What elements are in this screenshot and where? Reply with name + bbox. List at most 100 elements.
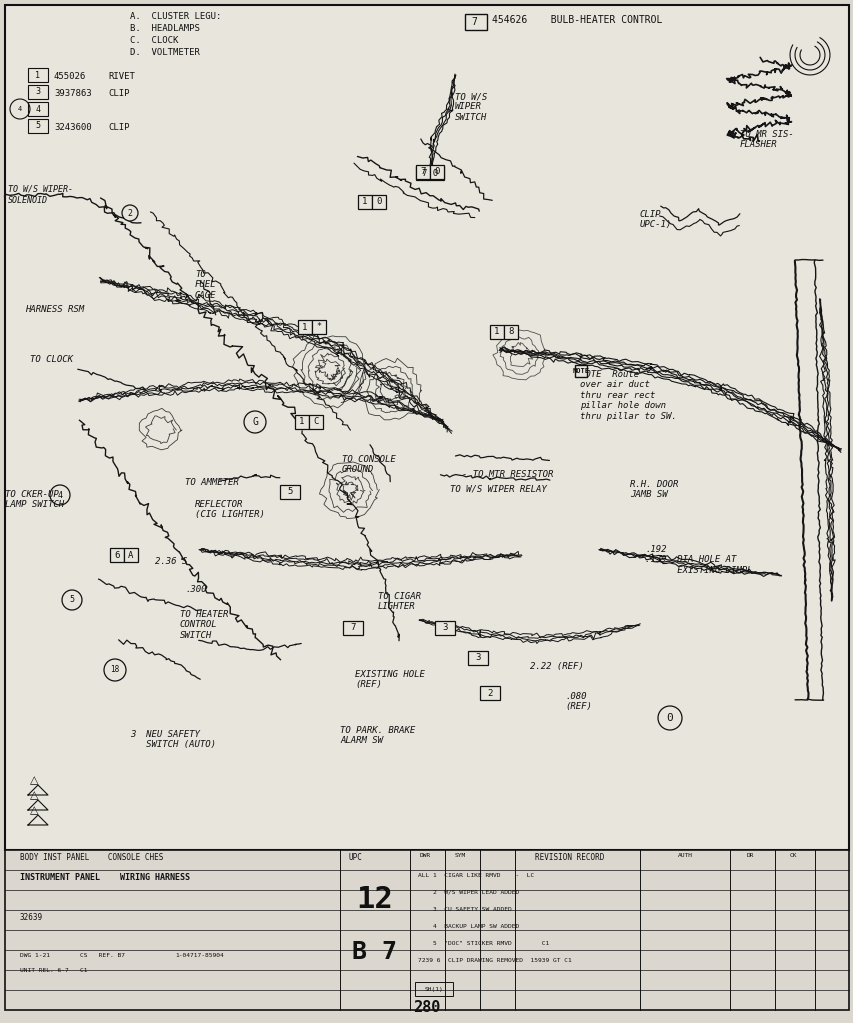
Text: 12: 12 [357, 885, 393, 914]
Text: UNIT REL. 6-7   C1: UNIT REL. 6-7 C1 [20, 968, 87, 973]
Text: 1: 1 [362, 197, 368, 207]
Text: TO CIGAR
LIGHTER: TO CIGAR LIGHTER [378, 592, 421, 612]
Bar [28, 102, 48, 116]
Text: UPC: UPC [348, 853, 362, 862]
Text: TO W/S WIPER RELAY: TO W/S WIPER RELAY [450, 485, 546, 494]
Text: AUTH: AUTH [676, 853, 692, 858]
Bar [479, 686, 499, 700]
Text: △: △ [30, 805, 38, 815]
Text: TO CKER-UP
LAMP SWITCH: TO CKER-UP LAMP SWITCH [5, 490, 64, 509]
Text: TO PARK. BRAKE
ALARM SW: TO PARK. BRAKE ALARM SW [339, 726, 415, 746]
Text: *: * [316, 322, 321, 331]
Text: 280: 280 [413, 999, 440, 1015]
Text: 7 0: 7 0 [421, 169, 438, 178]
Text: G: G [252, 417, 258, 427]
Bar [311, 320, 326, 333]
Text: 32639: 32639 [20, 913, 43, 922]
Text: C.  CLOCK: C. CLOCK [130, 36, 178, 45]
Bar [430, 165, 444, 179]
Circle shape [50, 485, 70, 505]
Text: 3: 3 [36, 88, 40, 96]
Text: - TO MTR RESISTOR: - TO MTR RESISTOR [461, 470, 553, 479]
Text: .192
.139  DIA HOLE AT
      EXISTING DIMPL: .192 .139 DIA HOLE AT EXISTING DIMPL [644, 545, 751, 575]
Text: 6: 6 [114, 550, 119, 560]
Circle shape [657, 706, 682, 730]
Bar [574, 365, 586, 377]
Text: 1: 1 [494, 327, 499, 337]
Text: SH(1): SH(1) [424, 986, 443, 991]
Text: TO W/S
WIPER
SWITCH: TO W/S WIPER SWITCH [455, 92, 487, 122]
Text: 8: 8 [508, 327, 514, 337]
Circle shape [62, 590, 82, 610]
Text: 3: 3 [475, 654, 480, 663]
Text: SYM: SYM [454, 853, 465, 858]
Circle shape [122, 205, 138, 221]
Text: 2.22 (REF): 2.22 (REF) [530, 662, 583, 671]
Text: 0: 0 [434, 168, 439, 177]
Bar [5, 5, 848, 850]
Text: D.  VOLTMETER: D. VOLTMETER [130, 48, 200, 57]
Text: REFLECTOR
(CIG LIGHTER): REFLECTOR (CIG LIGHTER) [194, 500, 264, 520]
Bar [309, 415, 322, 429]
Bar [5, 850, 848, 1010]
Text: 1: 1 [36, 71, 40, 80]
Text: 455026: 455026 [54, 72, 86, 81]
Text: EXISTING HOLE
(REF): EXISTING HOLE (REF) [355, 670, 425, 690]
Text: DR: DR [746, 853, 753, 858]
Text: DWG 1-21: DWG 1-21 [20, 953, 50, 958]
Text: TO AMMETER: TO AMMETER [185, 478, 239, 487]
Text: NOTE: NOTE [572, 368, 589, 374]
Bar [415, 166, 444, 180]
Text: INSTRUMENT PANEL    WIRING HARNESS: INSTRUMENT PANEL WIRING HARNESS [20, 873, 189, 882]
Bar [490, 325, 503, 339]
Text: SOLENOID: SOLENOID [8, 196, 48, 205]
Text: 3: 3 [442, 623, 447, 632]
Text: DWR: DWR [419, 853, 430, 858]
Text: C: C [313, 417, 318, 427]
Bar [415, 982, 452, 996]
Text: .300: .300 [185, 585, 206, 594]
Text: CLIP: CLIP [107, 89, 130, 98]
Text: 0: 0 [376, 197, 381, 207]
Bar [415, 165, 430, 179]
Text: CLIP
UPC-1): CLIP UPC-1) [639, 210, 671, 229]
Text: 5: 5 [69, 595, 74, 605]
Text: CK: CK [788, 853, 796, 858]
Text: RIVET: RIVET [107, 72, 135, 81]
Text: B.  HEADLAMPS: B. HEADLAMPS [130, 24, 200, 33]
Text: B 7: B 7 [352, 940, 397, 964]
Bar [124, 548, 138, 562]
Bar [28, 119, 48, 133]
Text: 1: 1 [302, 322, 307, 331]
Bar [294, 415, 309, 429]
Text: TO CONSOLE
GROUND: TO CONSOLE GROUND [341, 455, 395, 475]
Text: 2.36 S: 2.36 S [154, 557, 187, 566]
Bar [298, 320, 311, 333]
Bar [467, 651, 487, 665]
Text: 18: 18 [110, 666, 119, 674]
Text: 454626    BULB-HEATER CONTROL: 454626 BULB-HEATER CONTROL [491, 15, 662, 25]
Bar [434, 621, 455, 635]
Text: TO
FUEL
GAGE: TO FUEL GAGE [194, 270, 217, 300]
Text: 5  "DOC" STICKER RMVD        C1: 5 "DOC" STICKER RMVD C1 [417, 941, 548, 946]
Text: 3  CU SAFETY SW ADDED: 3 CU SAFETY SW ADDED [417, 907, 511, 911]
Text: 5: 5 [36, 122, 40, 131]
Text: 1: 1 [299, 417, 305, 427]
Bar [110, 548, 124, 562]
Text: △: △ [30, 775, 38, 785]
Text: 1-04717-85904: 1-04717-85904 [175, 953, 223, 958]
Bar [503, 325, 518, 339]
Bar [28, 85, 48, 99]
Text: REVISION RECORD: REVISION RECORD [535, 853, 604, 862]
Text: NOTE  Route
over air duct
thru rear rect
pillar hole down
thru pillar to SW.: NOTE Route over air duct thru rear rect … [579, 370, 676, 420]
Text: 0: 0 [666, 713, 672, 723]
Text: CS   REF. B7: CS REF. B7 [80, 953, 125, 958]
Text: 7: 7 [350, 623, 355, 632]
Text: TO MR SIS-
FLASHER: TO MR SIS- FLASHER [740, 130, 792, 149]
Text: 2: 2 [487, 688, 492, 698]
Text: .080
(REF): .080 (REF) [565, 692, 591, 711]
Text: △: △ [30, 790, 38, 800]
Text: BODY INST PANEL    CONSOLE CHES: BODY INST PANEL CONSOLE CHES [20, 853, 163, 862]
Text: 4: 4 [36, 104, 40, 114]
Text: R.H. DOOR
JAMB SW: R.H. DOOR JAMB SW [630, 480, 677, 499]
